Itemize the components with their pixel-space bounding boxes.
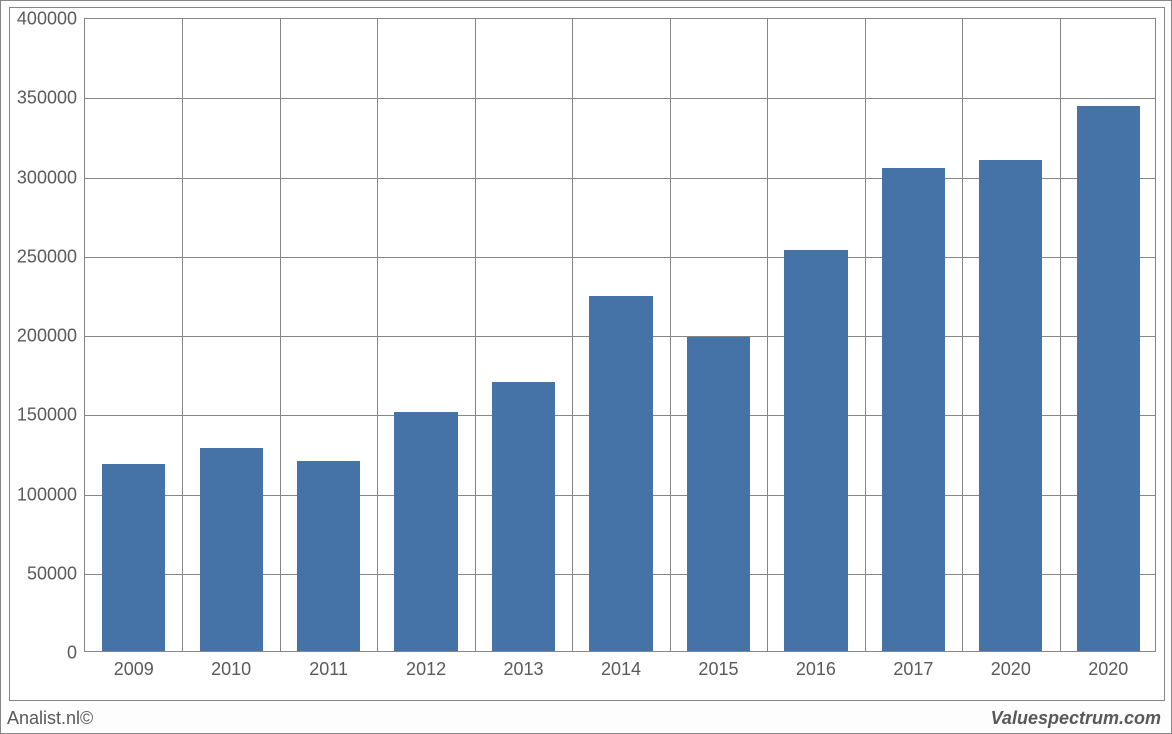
gridline-vertical	[377, 19, 378, 651]
x-tick-label: 2013	[504, 659, 544, 680]
gridline-vertical	[280, 19, 281, 651]
x-tick-label: 2009	[114, 659, 154, 680]
bar	[784, 250, 847, 651]
bar	[394, 412, 457, 651]
gridline-vertical	[475, 19, 476, 651]
x-tick-label: 2014	[601, 659, 641, 680]
bar	[979, 160, 1042, 651]
bar	[102, 464, 165, 651]
y-tick-label: 100000	[17, 484, 77, 505]
x-tick-label: 2015	[698, 659, 738, 680]
credit-right: Valuespectrum.com	[991, 708, 1161, 729]
bar	[492, 382, 555, 651]
credit-left: Analist.nl©	[7, 708, 93, 729]
gridline-vertical	[1060, 19, 1061, 651]
gridline-horizontal	[85, 98, 1155, 99]
y-tick-label: 350000	[17, 88, 77, 109]
bar	[200, 448, 263, 651]
chart-frame: 0 50000 100000 150000 200000 250000 300000 3500…	[9, 7, 1165, 701]
x-tick-label: 2010	[211, 659, 251, 680]
y-tick-label: 0	[67, 643, 77, 664]
y-tick-label: 150000	[17, 405, 77, 426]
y-tick-label: 200000	[17, 326, 77, 347]
bar	[589, 296, 652, 651]
x-tick-label: 2011	[309, 659, 348, 680]
bar	[297, 461, 360, 651]
gridline-vertical	[962, 19, 963, 651]
gridline-vertical	[670, 19, 671, 651]
x-tick-label: 2017	[893, 659, 933, 680]
x-tick-label: 2016	[796, 659, 836, 680]
gridline-vertical	[767, 19, 768, 651]
plot-area: 0500001000001500002000002500003000003500…	[84, 18, 1156, 652]
bar	[1077, 106, 1140, 651]
outer-frame: 0 50000 100000 150000 200000 250000 300000 3500…	[0, 0, 1172, 734]
x-tick-label: 2012	[406, 659, 446, 680]
y-tick-label: 400000	[17, 9, 77, 30]
x-tick-label: 2020	[991, 659, 1031, 680]
bar	[687, 337, 750, 651]
bar	[882, 168, 945, 651]
y-tick-label: 50000	[27, 563, 77, 584]
y-tick-label: 250000	[17, 246, 77, 267]
gridline-vertical	[865, 19, 866, 651]
gridline-vertical	[182, 19, 183, 651]
gridline-vertical	[572, 19, 573, 651]
y-tick-label: 300000	[17, 167, 77, 188]
x-tick-label: 2020	[1088, 659, 1128, 680]
